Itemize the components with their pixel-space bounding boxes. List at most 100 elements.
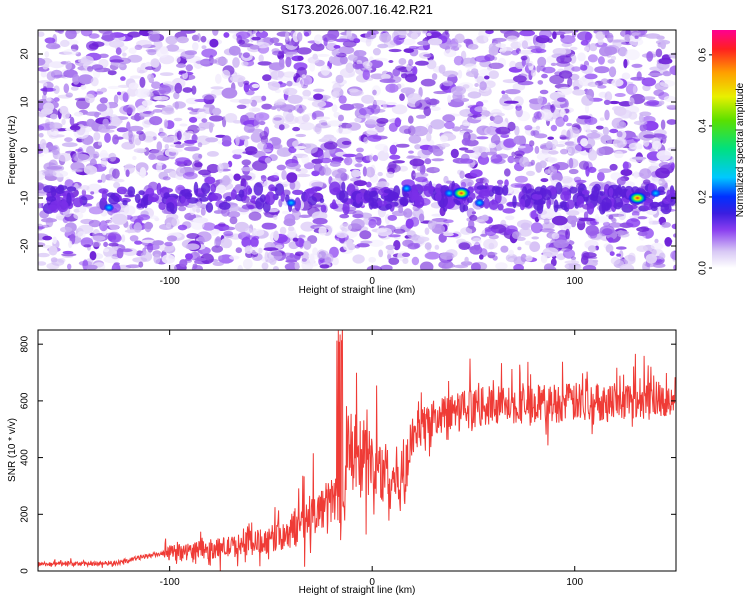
heatmap-cell xyxy=(253,228,265,236)
heatmap-cell xyxy=(258,120,266,126)
heatmap-cell xyxy=(669,156,675,164)
heatmap-cell xyxy=(221,87,238,99)
heatmap-cell xyxy=(62,250,74,255)
heatmap-cell xyxy=(147,49,157,56)
heatmap-cell xyxy=(454,33,465,44)
heatmap-cell xyxy=(276,31,292,37)
heatmap-cell xyxy=(98,53,109,58)
heatmap-cell xyxy=(291,209,301,221)
heatmap-cell xyxy=(372,89,377,96)
heatmap-band-cell xyxy=(138,190,145,196)
heatmap-cell xyxy=(80,185,90,191)
heatmap-y-ticks: -20 -10 0 10 20 xyxy=(20,48,676,253)
heatmap-cell xyxy=(286,172,298,183)
heatmap-cell xyxy=(405,218,414,229)
heatmap-band-cell xyxy=(163,192,171,200)
heatmap-band-cell xyxy=(385,203,393,210)
heatmap-cell xyxy=(100,87,107,93)
heatmap-cell xyxy=(258,247,263,254)
heatmap-cell xyxy=(91,41,105,47)
heatmap-band-cell xyxy=(468,192,476,200)
heatmap-cell xyxy=(550,104,555,113)
heatmap-cell xyxy=(139,76,146,88)
heatmap-cell xyxy=(589,148,595,155)
heatmap-cell xyxy=(285,31,289,41)
heatmap-cell xyxy=(303,240,312,250)
snr-frame xyxy=(37,329,677,572)
heatmap-cell xyxy=(49,122,63,130)
heatmap-cell xyxy=(157,161,164,166)
heatmap-cell xyxy=(639,114,644,123)
heatmap-cell xyxy=(174,144,185,149)
heatmap-cell xyxy=(354,163,363,168)
heatmap-band-cell xyxy=(319,198,325,203)
heatmap-cell xyxy=(476,136,489,140)
heatmap-cell xyxy=(278,124,285,131)
heatmap-cell xyxy=(578,160,590,170)
heatmap-cell xyxy=(307,56,320,64)
heatmap-cell xyxy=(517,145,526,149)
heatmap-cell xyxy=(53,97,60,102)
heatmap-cell xyxy=(608,222,623,228)
heatmap-cell xyxy=(288,226,295,232)
heatmap-cell xyxy=(518,49,535,55)
heatmap-cell xyxy=(660,119,666,130)
heatmap-cell xyxy=(57,30,65,34)
heatmap-cell xyxy=(553,239,569,249)
heatmap-cell xyxy=(338,95,347,104)
heatmap-cell xyxy=(671,223,676,230)
heatmap-cell xyxy=(602,126,610,136)
heatmap-cell xyxy=(38,252,50,258)
heatmap-cell xyxy=(426,132,432,142)
heatmap-cell xyxy=(445,263,456,269)
heatmap-cell xyxy=(94,91,104,95)
heatmap-cell xyxy=(103,241,108,248)
heatmap-cell xyxy=(541,222,555,230)
heatmap-cell xyxy=(408,115,414,124)
heatmap-band-cell xyxy=(66,186,77,192)
heatmap-cell xyxy=(121,141,136,150)
heatmap-cell xyxy=(540,254,548,264)
heatmap-cell xyxy=(316,53,330,57)
heatmap-band-cell xyxy=(280,191,285,202)
heatmap-cell xyxy=(218,255,223,260)
heatmap-cell xyxy=(159,72,174,76)
heatmap-cell xyxy=(616,131,623,138)
heatmap-cell xyxy=(513,264,524,270)
heatmap-cell xyxy=(38,261,47,266)
heatmap-cell xyxy=(104,132,111,143)
heatmap-cell xyxy=(90,191,95,195)
heatmap-cell xyxy=(80,55,94,65)
heatmap-cell xyxy=(100,158,108,168)
heatmap-cell xyxy=(631,156,647,160)
heatmap-cell xyxy=(191,265,203,270)
heatmap-cell xyxy=(287,94,303,105)
heatmap-cell xyxy=(209,115,224,122)
heatmap-cell xyxy=(213,210,223,214)
heatmap-cell xyxy=(535,125,541,130)
heatmap-cell xyxy=(490,154,503,164)
heatmap-cell xyxy=(490,134,501,146)
heatmap-cell xyxy=(615,246,627,250)
heatmap-cell xyxy=(599,117,605,121)
heatmap-cell xyxy=(622,161,629,171)
heatmap-cell xyxy=(440,143,451,148)
heatmap-cell xyxy=(382,103,387,110)
heatmap-cell xyxy=(165,222,172,229)
heatmap-cell xyxy=(366,30,379,35)
heatmap-cell xyxy=(107,85,120,90)
heatmap-cell xyxy=(634,35,639,39)
x-tick-label: 0 xyxy=(369,276,375,287)
heatmap-cell xyxy=(309,62,316,72)
heatmap-cell xyxy=(417,40,431,46)
heatmap-cell xyxy=(556,55,572,64)
heatmap-cell xyxy=(584,46,590,52)
heatmap-cell xyxy=(570,46,578,51)
heatmap-cell xyxy=(236,104,247,110)
heatmap-cell xyxy=(584,73,598,80)
heatmap-cell xyxy=(524,125,533,131)
heatmap-cell xyxy=(511,151,516,157)
heatmap-cell xyxy=(403,208,413,218)
heatmap-cell xyxy=(235,135,240,146)
heatmap-cell xyxy=(243,124,255,133)
